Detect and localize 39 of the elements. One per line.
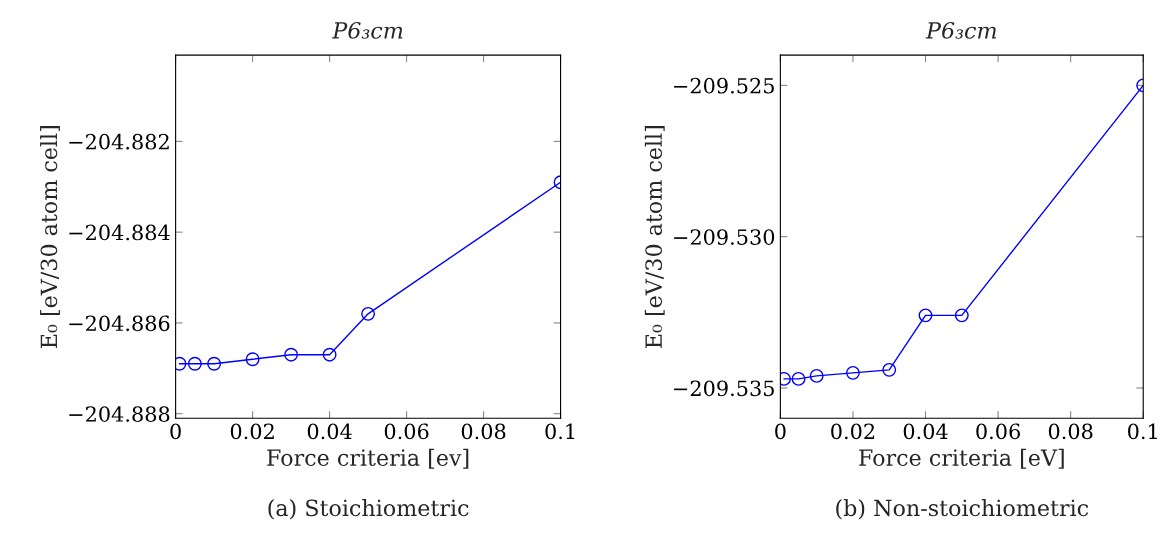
x-axis-title: Force criteria [eV] xyxy=(859,448,1064,469)
point xyxy=(882,362,897,377)
point xyxy=(845,365,860,380)
x-tick-label: 0.02 xyxy=(230,423,274,440)
chart-title: P6₃cm xyxy=(331,21,403,39)
x-tick-label: 0.08 xyxy=(1048,423,1093,440)
x-tick-label: 0.06 xyxy=(384,423,429,440)
x-tick-label: 0.1 xyxy=(545,423,575,440)
point xyxy=(361,306,376,321)
x-tick-label: 0.06 xyxy=(976,423,1020,440)
point xyxy=(245,352,260,367)
point xyxy=(207,356,222,371)
point xyxy=(322,347,337,362)
y-tick-label: −204.882 xyxy=(69,133,169,150)
x-axis-title: Force criteria [ev] xyxy=(267,448,469,469)
point xyxy=(791,371,806,386)
y-axis-title: E₀ [eV/30 atom cell] xyxy=(644,126,665,348)
x-tick-label: 0.04 xyxy=(903,423,948,440)
y-axis-title: E₀ [eV/30 atom cell] xyxy=(40,126,60,348)
text: (b) Non-stoichiometric xyxy=(836,499,1089,520)
point xyxy=(954,308,969,323)
point xyxy=(809,368,824,383)
x-tick-label: 0.04 xyxy=(307,423,352,440)
y-tick-label: −209.530 xyxy=(674,229,775,245)
x-tick-label: 0.1 xyxy=(1128,423,1157,440)
chart-title: P6₃cm xyxy=(925,21,997,39)
point xyxy=(284,347,299,362)
y-tick-label: −204.886 xyxy=(69,315,170,332)
y-tick-label: −209.535 xyxy=(674,380,774,397)
x-tick-label: 0 xyxy=(775,423,786,440)
point xyxy=(187,356,202,371)
x-tick-label: 0 xyxy=(170,423,181,440)
x-tick-label: 0.02 xyxy=(831,423,875,440)
y-tick-label: −204.888 xyxy=(69,406,170,422)
y-tick-label: −209.525 xyxy=(674,77,774,94)
x-tick-label: 0.08 xyxy=(461,423,506,440)
point xyxy=(918,308,933,323)
y-tick-label: −204.884 xyxy=(69,224,170,241)
text: (a) Stoichiometric xyxy=(268,499,469,520)
